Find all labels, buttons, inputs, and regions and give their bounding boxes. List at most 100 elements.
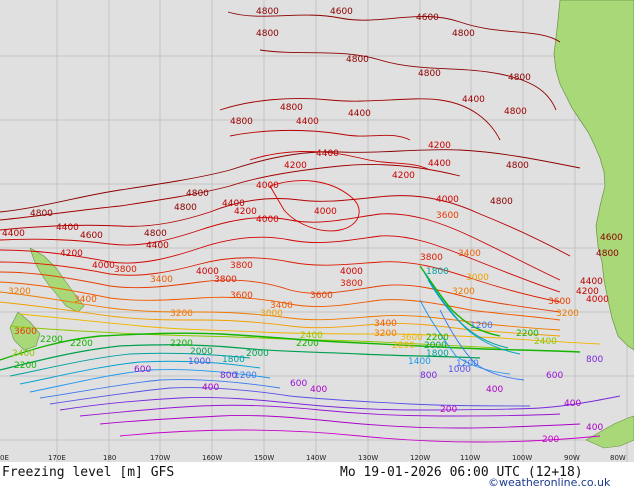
- contour-label: 3600: [548, 297, 571, 307]
- contour-label: 600: [134, 365, 151, 375]
- contour-label: 3600: [400, 333, 423, 343]
- contour-label: 200: [542, 435, 559, 445]
- contour-label: 3200: [374, 329, 397, 339]
- contour-label: 3000: [260, 309, 283, 319]
- sea-background: [0, 0, 634, 462]
- contour-label: 3000: [466, 273, 489, 283]
- contour-label: 4400: [146, 241, 169, 251]
- contour-lines: [0, 11, 621, 443]
- contour-label: 4200: [576, 287, 599, 297]
- contour-label: 4400: [316, 149, 339, 159]
- contour-label: 3600: [14, 327, 37, 337]
- contour-label: 800: [586, 355, 603, 365]
- contour-label: 2200: [70, 339, 93, 349]
- contour-label: 800: [420, 371, 437, 381]
- longitude-tick: 160W: [202, 454, 222, 462]
- contour-label: 3200: [452, 287, 475, 297]
- contour-label: 2400: [12, 349, 35, 359]
- contour-label: 4800: [346, 55, 369, 65]
- longitude-tick: 180: [103, 454, 116, 462]
- longitude-tick: 110W: [460, 454, 480, 462]
- footer-band: [0, 462, 634, 490]
- contour-label: 4400: [428, 159, 451, 169]
- contour-label: 3400: [150, 275, 173, 285]
- contour-label: 4000: [436, 195, 459, 205]
- contour-label: 3200: [170, 309, 193, 319]
- contour-label: 2200: [40, 335, 63, 345]
- contour-label: 1800: [426, 349, 449, 359]
- longitude-tick: 170E: [48, 454, 66, 462]
- contour-label: 4200: [60, 249, 83, 259]
- longitude-tick: 100W: [512, 454, 532, 462]
- contour-label: 2200: [426, 333, 449, 343]
- contour-label: 4400: [580, 277, 603, 287]
- contour-label: 4000: [256, 181, 279, 191]
- contour-label: 4800: [506, 161, 529, 171]
- contour-label: 400: [586, 423, 603, 433]
- site-credit[interactable]: ©weatheronline.co.uk: [488, 476, 611, 489]
- contour-label: 1800: [426, 267, 449, 277]
- contour-labels: 4800 4600 4600 4800 4800 4800 4800 4800 …: [2, 7, 623, 445]
- contour-label: 4800: [230, 117, 253, 127]
- valid-datetime: Mo 19-01-2026 06:00 UTC (12+18): [340, 465, 583, 480]
- contour-label: 3600: [436, 211, 459, 221]
- contour-label: 2000: [246, 349, 269, 359]
- contour-label: 1200: [234, 371, 257, 381]
- contour-label: 3600: [230, 291, 253, 301]
- contour-label: 3200: [556, 309, 579, 319]
- contour-label: 4800: [144, 229, 167, 239]
- longitude-tick: 120W: [410, 454, 430, 462]
- longitude-tick: 150W: [254, 454, 274, 462]
- contour-label: 4400: [348, 109, 371, 119]
- south-america-landmass: [553, 0, 634, 351]
- contour-label: 4800: [30, 209, 53, 219]
- contour-label: 4200: [428, 141, 451, 151]
- contour-label: 2000: [190, 347, 213, 357]
- contour-label: 4000: [314, 207, 337, 217]
- contour-label: 4200: [284, 161, 307, 171]
- contour-label: 1800: [222, 355, 245, 365]
- contour-label: 1000: [448, 365, 471, 375]
- contour-label: 1000: [188, 357, 211, 367]
- map-title: Freezing level [m] GFS: [2, 465, 174, 480]
- contour-label: 400: [486, 385, 503, 395]
- contour-label: 4200: [392, 171, 415, 181]
- contour-label: 600: [290, 379, 307, 389]
- contour-label: 3800: [230, 261, 253, 271]
- longitude-tick: 170W: [150, 454, 170, 462]
- contour-label: 3800: [114, 265, 137, 275]
- contour-label: 3200: [8, 287, 31, 297]
- contour-label: 3400: [270, 301, 293, 311]
- contour-label: 1200: [456, 359, 479, 369]
- contour-label: 400: [564, 399, 581, 409]
- new-zealand-south-island: [9, 311, 41, 351]
- contour-label: 400: [202, 383, 219, 393]
- contour-label: 4400: [2, 229, 25, 239]
- contour-label: 4800: [256, 7, 279, 17]
- longitude-axis: 0E 170E 180 170W 160W 150W 140W 130W 120…: [0, 454, 626, 462]
- contour-label: 4800: [280, 103, 303, 113]
- contour-label: 4800: [452, 29, 475, 39]
- graticule: [0, 0, 634, 462]
- contour-label: 4600: [330, 7, 353, 17]
- contour-label: 400: [310, 385, 327, 395]
- contour-label: 4000: [196, 267, 219, 277]
- longitude-tick: 0E: [0, 454, 9, 462]
- contour-label: 2200: [516, 329, 539, 339]
- contour-label: 3800: [214, 275, 237, 285]
- contour-label: 3800: [420, 253, 443, 263]
- contour-label: 4800: [508, 73, 531, 83]
- contour-label: 3600: [310, 291, 333, 301]
- contour-label: 4400: [462, 95, 485, 105]
- contour-label: 3400: [374, 319, 397, 329]
- contour-label: 4000: [340, 267, 363, 277]
- contour-label: 2200: [170, 339, 193, 349]
- contour-label: 4800: [418, 69, 441, 79]
- contour-label: 2800: [392, 341, 415, 351]
- contour-label: 4000: [256, 215, 279, 225]
- contour-label: 2200: [296, 339, 319, 349]
- contour-label: 4800: [504, 107, 527, 117]
- contour-label: 4600: [600, 233, 623, 243]
- contour-label: 200: [440, 405, 457, 415]
